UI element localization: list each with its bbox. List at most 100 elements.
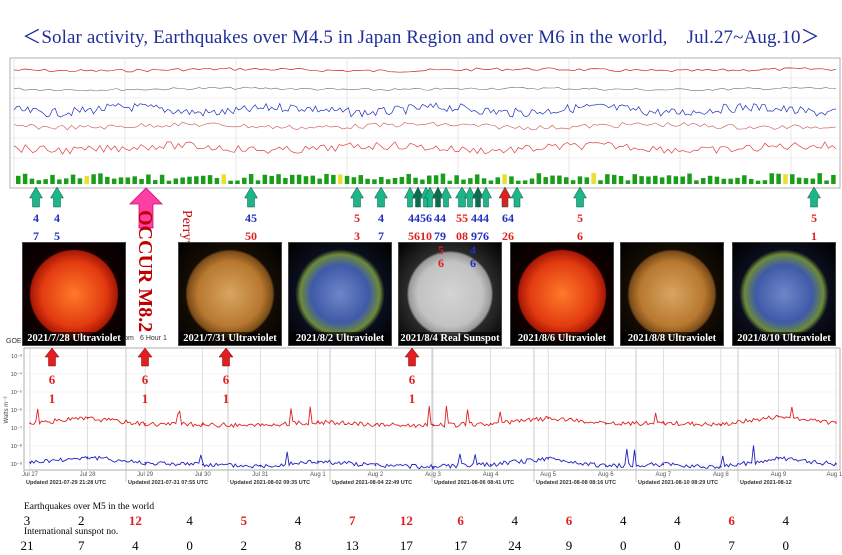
marker-date: 6 bbox=[577, 229, 583, 243]
kp-index-bar bbox=[673, 176, 679, 184]
kp-index-bar bbox=[584, 177, 590, 184]
marker-date: 976 bbox=[471, 229, 489, 243]
kp-index-bar bbox=[303, 176, 309, 184]
marker-date: 26 bbox=[502, 229, 514, 243]
sunspot-number-cell: 17 bbox=[454, 538, 468, 553]
page-title: ＜Solar activity, Earthquakes over M4.5 i… bbox=[22, 27, 820, 48]
kp-index-bar bbox=[296, 174, 302, 184]
goes-label: GOES bbox=[6, 338, 27, 345]
marker-date: 3 bbox=[354, 229, 360, 243]
xray-marker-date: 1 bbox=[409, 391, 416, 406]
kp-index-bar bbox=[248, 174, 254, 184]
earthquake-marker-arrow bbox=[29, 186, 43, 208]
xray-data-point bbox=[662, 463, 665, 466]
y-tick-label: 10⁻⁵ bbox=[11, 389, 22, 396]
kp-index-bar bbox=[687, 173, 692, 184]
marker-date: 08 bbox=[456, 229, 468, 243]
kp-index-bar bbox=[639, 176, 644, 184]
sun-image: 2021/7/28 Ultraviolet bbox=[22, 242, 126, 346]
sunspot-number-cell: 0 bbox=[674, 538, 681, 553]
xray-data-point bbox=[489, 463, 492, 466]
kp-index-bar bbox=[290, 174, 295, 184]
updated-label: Updated 2021-08-08 08:16 UTC bbox=[536, 480, 616, 486]
kp-index-bar bbox=[63, 178, 69, 184]
kp-index-bar bbox=[605, 174, 610, 184]
kp-index-bar bbox=[509, 176, 514, 184]
marker-magnitude: 5 bbox=[811, 211, 817, 225]
kp-index-bar bbox=[22, 173, 28, 184]
xray-data-point bbox=[720, 466, 722, 468]
earthquake-count-cell: 4 bbox=[619, 513, 627, 528]
kp-index-bar bbox=[194, 176, 199, 184]
kp-index-bar bbox=[598, 180, 603, 184]
xray-marker-magnitude: 6 bbox=[409, 372, 416, 387]
kp-index-bar bbox=[762, 180, 768, 184]
xray-data-point bbox=[432, 424, 434, 427]
y-tick-label: 10⁻⁹ bbox=[11, 461, 22, 468]
kp-index-bar bbox=[166, 180, 172, 184]
date-tick-label: Jul 28 bbox=[80, 472, 97, 478]
kp-index-bar bbox=[331, 174, 336, 184]
kp-index-bar bbox=[543, 177, 548, 184]
kp-index-bar bbox=[159, 174, 165, 184]
kp-index-bar bbox=[111, 178, 117, 184]
xray-data-point bbox=[201, 463, 204, 466]
xray-data-point bbox=[201, 423, 204, 426]
kp-index-bar bbox=[755, 180, 761, 184]
kp-index-bar bbox=[118, 177, 124, 184]
date-tick-label: Jul 29 bbox=[137, 472, 154, 478]
kp-index-bar bbox=[707, 175, 713, 184]
kp-index-bar bbox=[228, 180, 233, 184]
kp-index-bar bbox=[84, 176, 89, 184]
sun-image-caption: 2021/8/8 Ultraviolet bbox=[621, 332, 723, 345]
sunspot-number-cell: 0 bbox=[619, 538, 627, 553]
kp-index-bar bbox=[564, 177, 569, 184]
marker-date: 1 bbox=[811, 229, 817, 243]
sunspot-number-cell: 7 bbox=[728, 538, 735, 553]
updated-label: Updated 2021-07-31 07:55 UTC bbox=[128, 480, 208, 486]
marker-magnitude: 45 bbox=[245, 211, 257, 225]
xray-marker-date: 1 bbox=[223, 391, 230, 406]
kp-index-bar bbox=[474, 174, 480, 184]
kp-index-bar bbox=[344, 175, 350, 184]
y-tick-label: 10⁻⁷ bbox=[11, 425, 22, 432]
marker-magnitude: 4 bbox=[33, 211, 39, 225]
date-tick-label: Aug 5 bbox=[540, 472, 556, 478]
kp-index-bar bbox=[790, 174, 795, 184]
kp-index-bar bbox=[132, 176, 137, 184]
earthquake-row-label: Earthquakes over M5 in the world bbox=[24, 502, 155, 512]
earthquake-count-cell: 4 bbox=[674, 513, 681, 528]
date-tick-label: Aug 3 bbox=[425, 472, 441, 478]
xray-data-point bbox=[259, 465, 262, 467]
kp-index-bar bbox=[632, 174, 637, 184]
updated-label: Updated 2021-08-04 22:49 UTC bbox=[332, 480, 412, 486]
updated-label: Updated 2021-08-02 09:35 UTC bbox=[230, 480, 310, 486]
date-tick-label: Aug 10 bbox=[826, 472, 842, 478]
kp-index-bar bbox=[413, 177, 418, 184]
kp-index-bar bbox=[748, 178, 754, 184]
sun-image-caption: 2021/8/10 Ultraviolet bbox=[733, 332, 835, 345]
marker-magnitude: 5 bbox=[354, 211, 360, 225]
sunspot-number-cell: 13 bbox=[345, 538, 359, 553]
sun-image: 2021/7/31 Ultraviolet bbox=[178, 242, 282, 346]
sun-image: 2021/8/10 Ultraviolet bbox=[732, 242, 836, 346]
sunspot-number-cell: 21 bbox=[20, 538, 34, 553]
xray-series-line bbox=[29, 445, 837, 470]
xray-data-point bbox=[547, 417, 549, 420]
kp-index-bar bbox=[769, 173, 774, 184]
xray-marker-magnitude: 6 bbox=[223, 372, 230, 387]
sun-image-caption: 2021/7/28 Ultraviolet bbox=[23, 332, 125, 345]
kp-index-bar bbox=[269, 175, 274, 184]
kp-index-bar bbox=[358, 175, 363, 184]
kp-index-bar bbox=[817, 173, 822, 184]
kp-index-bar bbox=[728, 178, 733, 184]
kp-index-bar bbox=[105, 176, 110, 184]
kp-index-bar bbox=[694, 180, 699, 184]
earthquake-count-cell: 4 bbox=[782, 513, 790, 528]
kp-index-bar bbox=[461, 179, 466, 184]
xray-data-point bbox=[662, 422, 665, 424]
earthquake-count-cell: 12 bbox=[399, 513, 413, 528]
xray-earthquake-arrow bbox=[137, 347, 153, 367]
xray-data-point bbox=[432, 466, 434, 468]
